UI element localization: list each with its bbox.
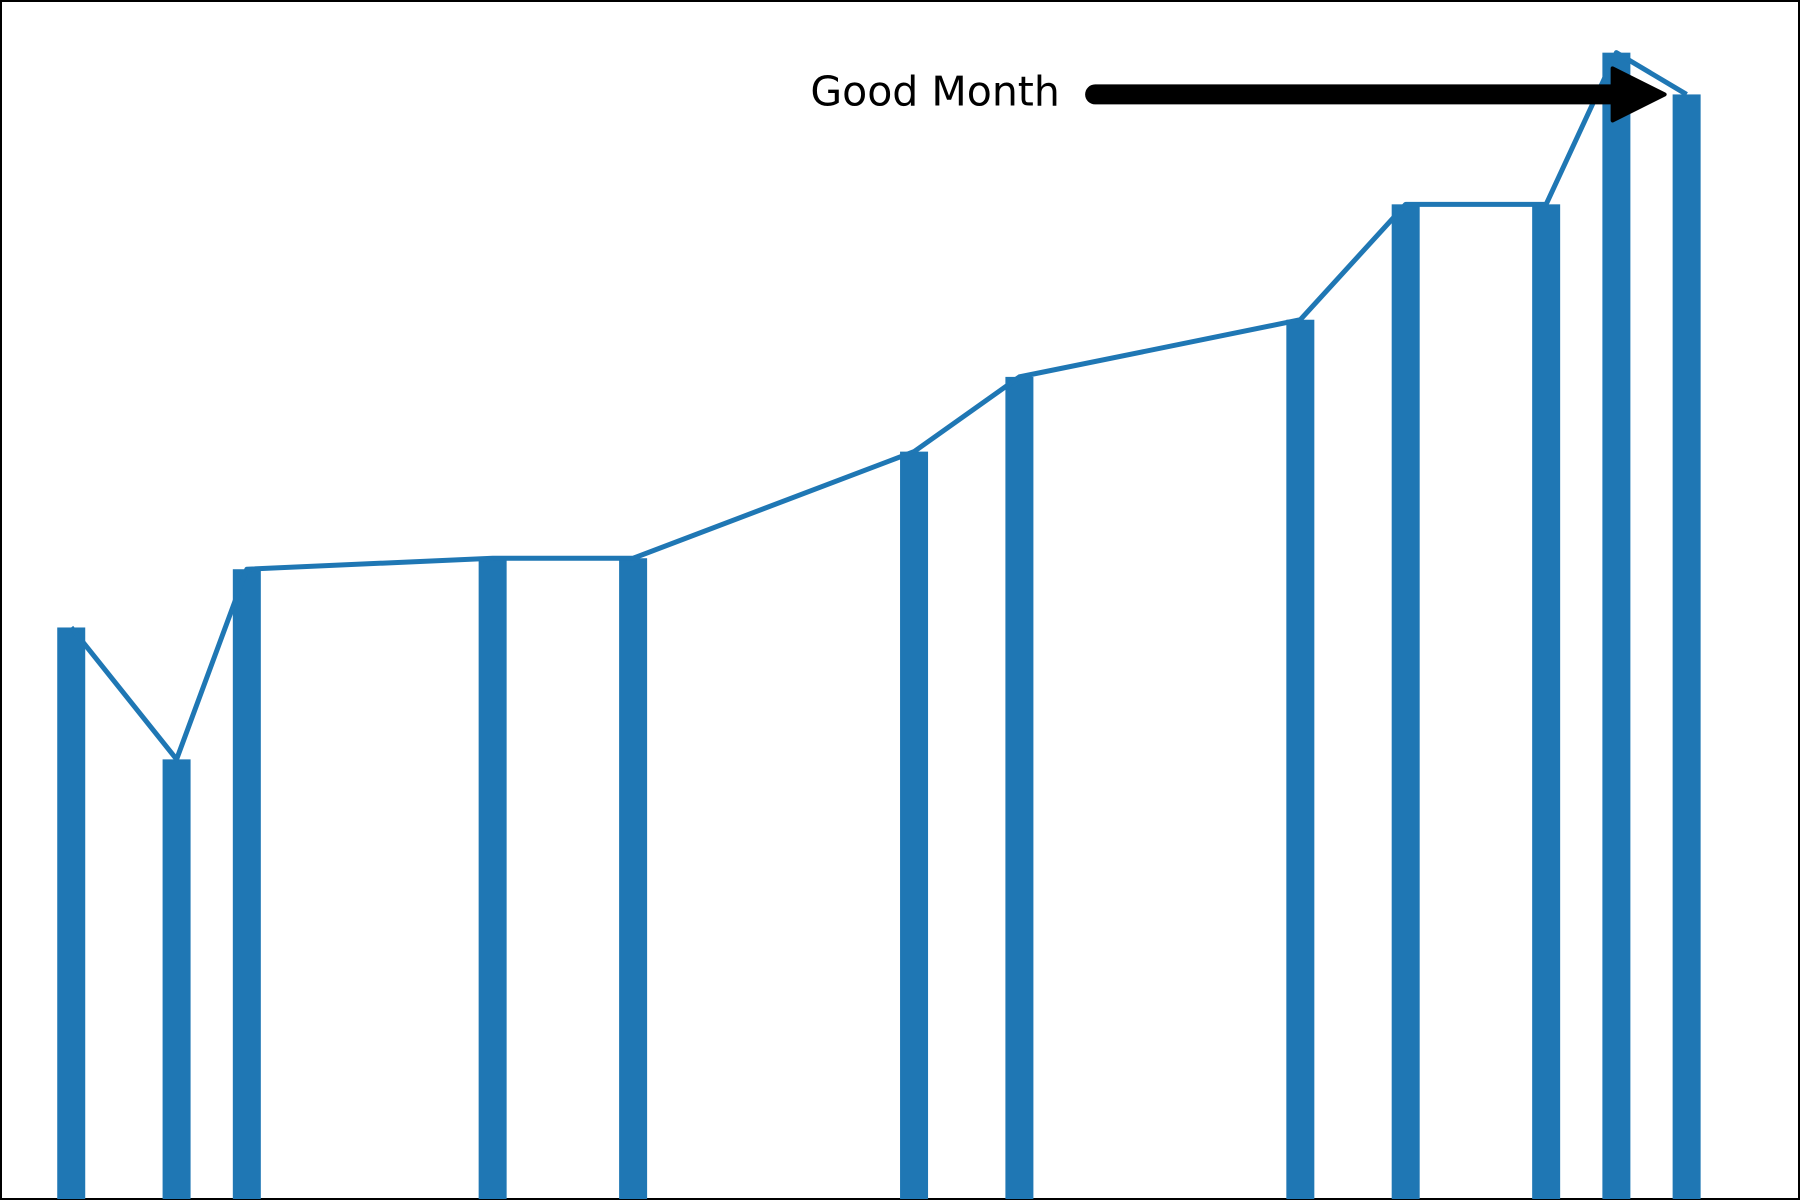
- annotation-label: Good Month: [810, 67, 1060, 115]
- series-line: [69, 50, 1688, 762]
- bar: [1391, 204, 1420, 1200]
- bar: [1602, 52, 1631, 1200]
- annotation-layer: Good Month: [810, 66, 1667, 123]
- bar: [162, 759, 191, 1199]
- annotation-arrow-head: [1610, 66, 1667, 123]
- bar: [1005, 376, 1034, 1199]
- bar: [232, 569, 261, 1199]
- bar: [1286, 319, 1315, 1199]
- bar: [1532, 204, 1561, 1200]
- bar: [619, 558, 648, 1199]
- line-layer: [69, 50, 1688, 762]
- bar: [1672, 94, 1701, 1200]
- bar: [478, 558, 507, 1199]
- bar: [900, 451, 929, 1199]
- bars-layer: [57, 52, 1701, 1200]
- bar: [57, 627, 86, 1199]
